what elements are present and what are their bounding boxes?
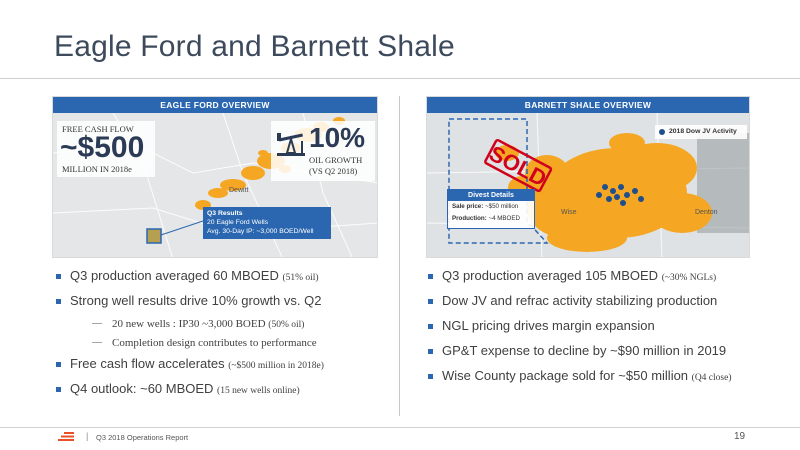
bullet-item: GP&T expense to decline by ~$90 million … xyxy=(428,343,778,360)
fcf-sub: MILLION IN 2018e xyxy=(62,164,132,174)
bullet-item: Wise County package sold for ~$50 millio… xyxy=(428,368,778,385)
page-title: Eagle Ford and Barnett Shale xyxy=(54,30,455,63)
bullet-item: Dow JV and refrac activity stabilizing p… xyxy=(428,293,778,310)
bullet-item: Free cash flow accelerates (~$500 millio… xyxy=(56,356,396,373)
divest-title: Divest Details xyxy=(448,190,534,201)
barnett-map-graphic: SOLD xyxy=(427,113,749,257)
place-dewitt: Dewitt xyxy=(229,187,249,194)
oil-growth-value: 10% xyxy=(309,122,366,153)
legend-dot-icon xyxy=(659,129,665,135)
q3-results-title: Q3 Results xyxy=(207,210,243,217)
barnett-bullets: Q3 production averaged 105 MBOED (~30% N… xyxy=(428,268,778,393)
place-wise: Wise xyxy=(561,209,577,216)
eagle-ford-header: EAGLE FORD OVERVIEW xyxy=(53,97,377,113)
q3-results-callout: Q3 Results 20 Eagle Ford Wells Avg. 30-D… xyxy=(203,207,331,239)
eagle-ford-panel: EAGLE FORD OVERVIEW xyxy=(52,96,378,258)
eagle-ford-bullets: Q3 production averaged 60 MBOED (51% oil… xyxy=(56,268,396,406)
bullet-item: Q4 outlook: ~60 MBOED (15 new wells onli… xyxy=(56,381,396,398)
company-logo-icon xyxy=(58,432,74,441)
divest-sale-price: Sale price: ~$50 million xyxy=(452,203,519,210)
bullet-item: NGL pricing drives margin expansion xyxy=(428,318,778,335)
q3-results-wells: 20 Eagle Ford Wells xyxy=(207,219,269,226)
bullet-item: Q3 production averaged 105 MBOED (~30% N… xyxy=(428,268,778,285)
sub-bullet-item: 20 new wells : IP30 ~3,000 BOED (50% oil… xyxy=(56,318,396,332)
bullet-item: Q3 production averaged 60 MBOED (51% oil… xyxy=(56,268,396,285)
footer-rule xyxy=(0,427,800,428)
fcf-value: ~$500 xyxy=(60,131,145,164)
barnett-header: BARNETT SHALE OVERVIEW xyxy=(427,97,749,113)
page-number: 19 xyxy=(734,431,746,442)
oil-growth-callout: 10% OIL GROWTH (VS Q2 2018) xyxy=(271,121,375,181)
footer-report-name: Q3 2018 Operations Report xyxy=(96,433,189,442)
sub-bullet-item: Completion design contributes to perform… xyxy=(56,337,396,351)
bullet-item: Strong well results drive 10% growth vs.… xyxy=(56,293,396,310)
footer-separator: | xyxy=(86,431,89,441)
title-rule xyxy=(0,78,800,79)
oil-growth-comparison: (VS Q2 2018) xyxy=(309,166,358,176)
q3-results-ip: Avg. 30-Day IP: ~3,000 BOED/Well xyxy=(207,228,314,235)
divest-details-box: Divest Details Sale price: ~$50 million … xyxy=(447,189,535,229)
pumpjack-icon xyxy=(277,133,305,156)
legend-label: 2018 Dow JV Activity xyxy=(669,128,737,135)
fcf-callout: FREE CASH FLOW ~$500 MILLION IN 2018e xyxy=(57,121,155,177)
barnett-map: SOLD Wise Denton xyxy=(427,113,749,257)
fcf-label: FREE CASH FLOW xyxy=(62,124,134,134)
barnett-panel: BARNETT SHALE OVERVIEW xyxy=(426,96,750,258)
column-divider xyxy=(399,96,400,416)
divest-production: Production: ~4 MBOED xyxy=(452,215,520,222)
place-denton: Denton xyxy=(695,209,718,216)
map-legend: 2018 Dow JV Activity xyxy=(655,125,747,139)
oil-growth-label: OIL GROWTH xyxy=(309,155,363,165)
